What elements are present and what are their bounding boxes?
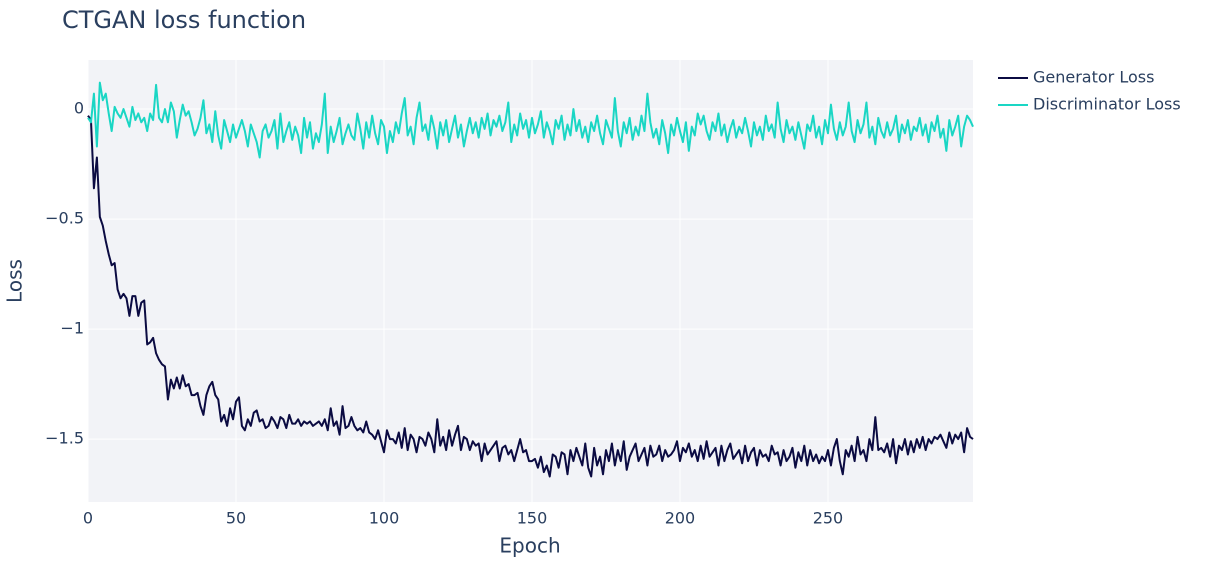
x-tick-label: 0 (83, 509, 93, 528)
x-tick-label: 100 (369, 509, 400, 528)
series-line (87, 115, 974, 478)
x-tick-label: 50 (226, 509, 246, 528)
x-tick-label: 250 (813, 509, 844, 528)
y-axis-title: Loss (3, 259, 27, 303)
x-tick-label: 200 (665, 509, 696, 528)
series-line (87, 81, 974, 159)
legend-label[interactable]: Generator Loss (1033, 68, 1154, 87)
chart-title: CTGAN loss function (62, 6, 306, 34)
y-tick-label: −0.5 (45, 209, 84, 228)
legend-label[interactable]: Discriminator Loss (1033, 95, 1181, 114)
y-tick-label: 0 (74, 99, 84, 118)
y-tick-label: −1.5 (45, 429, 84, 448)
y-tick-label: −1 (60, 319, 84, 338)
x-tick-label: 150 (517, 509, 548, 528)
x-axis-title: Epoch (499, 534, 560, 558)
